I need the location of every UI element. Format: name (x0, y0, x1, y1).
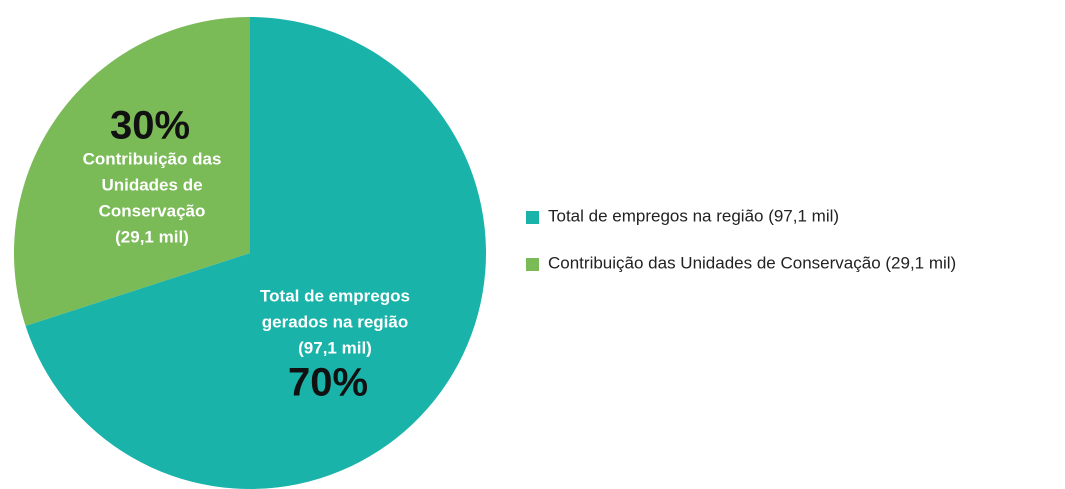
legend-swatch (526, 258, 539, 271)
slice-label: Unidades de (101, 175, 202, 194)
value-label: 70% (288, 361, 368, 405)
value-label: 30% (110, 104, 190, 148)
slice-label: (97,1 mil) (298, 338, 372, 357)
legend-label: Contribuição das Unidades de Conservação… (548, 253, 956, 272)
slice-label: Conservação (99, 201, 206, 220)
pie-slice (13, 17, 250, 326)
slice-label: gerados na região (262, 312, 408, 331)
slice-label: (29,1 mil) (115, 227, 189, 246)
legend-swatch (526, 211, 539, 224)
slice-label: Contribuição das (83, 149, 222, 168)
pie-slice (25, 17, 487, 489)
legend-label: Total de empregos na região (97,1 mil) (548, 206, 839, 225)
slice-label: Total de empregos (260, 286, 410, 305)
